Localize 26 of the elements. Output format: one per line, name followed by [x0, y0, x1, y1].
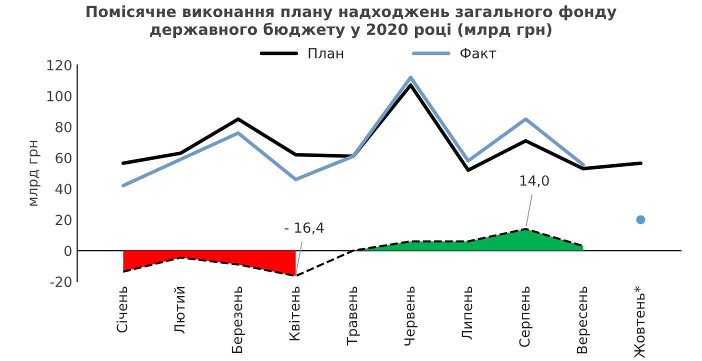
legend-label: План — [308, 48, 344, 58]
legend-label: Факт — [460, 48, 496, 58]
y-axis-title: млрд грн — [30, 140, 40, 206]
y-tick-label: 40 — [55, 184, 72, 194]
x-tick-label: Червень — [404, 286, 418, 346]
x-tick-label: Січень — [116, 286, 128, 333]
x-tick-label: Березень — [232, 286, 245, 354]
chart-title: Помісячне виконання плану надходжень загального фонду державного бюджету у 2020 році (млрд грн) — [86, 5, 616, 38]
y-tick-label: -20 — [50, 276, 72, 288]
y-tick-label: 0 — [64, 246, 72, 256]
y-tick-label: 60 — [56, 152, 72, 164]
x-tick-label: Жовтень* — [634, 286, 645, 358]
annotation: - 16,4 — [284, 222, 324, 234]
line-series — [121, 76, 585, 188]
x-tick-label: Квітень — [288, 286, 300, 340]
x-tick-label: Лютий — [174, 287, 185, 334]
x-tick-label: Вересень — [576, 286, 590, 354]
y-tick-label: 100 — [47, 90, 72, 102]
y-tick-label: 120 — [47, 60, 72, 70]
x-tick-label: Травень — [346, 286, 360, 346]
y-tick-label: 20 — [56, 214, 72, 226]
line-series — [121, 83, 642, 172]
x-tick-label: Липень — [462, 286, 472, 340]
y-tick-label: 80 — [56, 122, 72, 132]
x-tick-label: Серпень — [519, 286, 532, 347]
annotation: 14,0 — [520, 175, 549, 188]
